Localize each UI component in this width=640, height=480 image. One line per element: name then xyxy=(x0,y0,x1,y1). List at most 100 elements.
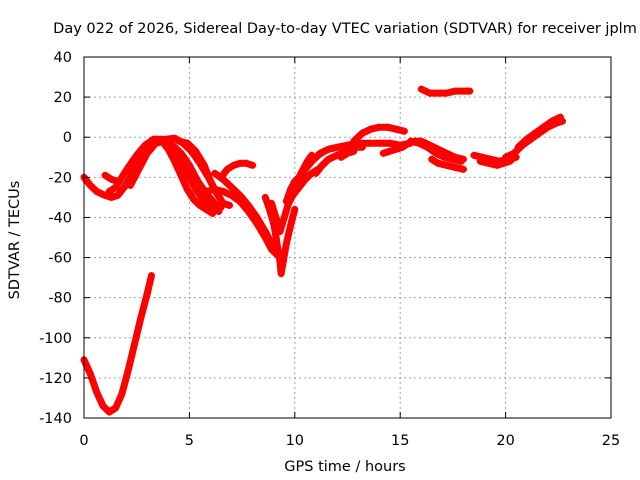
data-point xyxy=(301,165,309,173)
data-point xyxy=(493,161,501,169)
data-point xyxy=(190,195,198,203)
data-point xyxy=(358,129,366,137)
y-tick-label: -140 xyxy=(39,411,72,427)
x-tick-label: 10 xyxy=(286,433,304,449)
data-point xyxy=(384,123,392,131)
data-point xyxy=(344,149,351,157)
data-point xyxy=(192,185,200,193)
data-point xyxy=(107,175,115,183)
data-point xyxy=(230,161,238,169)
data-point xyxy=(147,272,155,280)
data-point xyxy=(133,151,141,159)
y-tick-label: -20 xyxy=(48,170,72,186)
y-tick-label: -120 xyxy=(39,371,72,387)
data-point xyxy=(449,155,457,163)
data-point xyxy=(244,201,252,209)
data-point xyxy=(225,201,233,209)
data-point xyxy=(124,163,132,171)
data-point xyxy=(101,191,109,199)
data-point xyxy=(344,141,351,149)
data-point xyxy=(333,143,341,151)
data-point xyxy=(183,185,191,193)
data-point xyxy=(126,181,134,189)
data-point xyxy=(325,155,333,163)
data-point xyxy=(386,147,394,155)
data-point xyxy=(228,183,236,191)
data-point xyxy=(137,314,145,322)
series-arc-20 xyxy=(407,137,465,165)
data-point xyxy=(211,169,219,177)
series-arc-22 xyxy=(417,85,474,97)
data-point xyxy=(169,141,177,149)
series-trace xyxy=(80,272,155,416)
data-point xyxy=(86,181,94,189)
data-point xyxy=(192,147,200,155)
data-point xyxy=(424,143,432,151)
series-trace xyxy=(105,135,223,215)
data-point xyxy=(114,177,122,185)
data-point xyxy=(398,143,406,151)
data-point xyxy=(274,246,282,254)
data-point xyxy=(280,213,288,221)
data-point xyxy=(185,161,193,169)
data-point xyxy=(375,139,383,147)
data-point xyxy=(141,141,149,149)
data-point xyxy=(202,187,210,195)
data-point xyxy=(476,157,484,165)
x-tick-label: 20 xyxy=(496,433,514,449)
data-point xyxy=(279,258,287,266)
data-point xyxy=(183,139,191,147)
series-arc-18 xyxy=(337,147,358,161)
data-point xyxy=(162,135,170,143)
data-point xyxy=(209,205,217,213)
data-point xyxy=(223,165,231,173)
y-tick-label: 20 xyxy=(54,90,72,106)
data-point xyxy=(93,388,101,396)
data-point xyxy=(99,402,107,410)
data-point xyxy=(143,149,151,157)
data-point xyxy=(350,147,358,155)
data-point xyxy=(466,87,474,95)
data-point xyxy=(219,199,227,207)
data-point xyxy=(135,165,143,173)
y-tick-label: -100 xyxy=(39,331,72,347)
data-point xyxy=(432,149,440,157)
data-point xyxy=(236,159,244,167)
x-tick-label: 25 xyxy=(602,433,620,449)
data-point xyxy=(451,163,459,171)
data-point xyxy=(379,149,387,157)
data-point xyxy=(350,137,358,145)
data-point xyxy=(211,199,219,207)
x-tick-label: 0 xyxy=(79,433,88,449)
data-point xyxy=(325,145,333,153)
series-arc-25 xyxy=(502,117,567,161)
data-point xyxy=(375,123,383,131)
data-point xyxy=(93,187,101,195)
data-point xyxy=(200,161,208,169)
data-point xyxy=(112,183,120,191)
data-point xyxy=(154,137,162,145)
data-point xyxy=(175,137,183,145)
x-tick-label: 5 xyxy=(185,433,194,449)
data-point xyxy=(282,240,290,248)
data-point xyxy=(86,370,94,378)
chart-title: Day 022 of 2026, Sidereal Day-to-day VTE… xyxy=(53,21,637,37)
series-arc-24 xyxy=(476,153,518,169)
data-point xyxy=(236,191,244,199)
data-point xyxy=(183,169,191,177)
data-point xyxy=(540,123,548,131)
data-point xyxy=(276,227,284,235)
series-arc-4 xyxy=(101,171,122,185)
data-point xyxy=(531,129,539,137)
series-arc-12 xyxy=(268,165,322,235)
data-point xyxy=(177,149,185,157)
data-point xyxy=(107,193,115,201)
data-point xyxy=(485,159,493,167)
x-axis-label: GPS time / hours xyxy=(284,459,405,475)
data-point xyxy=(510,149,518,157)
data-point xyxy=(434,159,442,167)
data-point xyxy=(105,408,113,416)
data-point xyxy=(457,157,465,165)
data-point xyxy=(308,157,316,165)
